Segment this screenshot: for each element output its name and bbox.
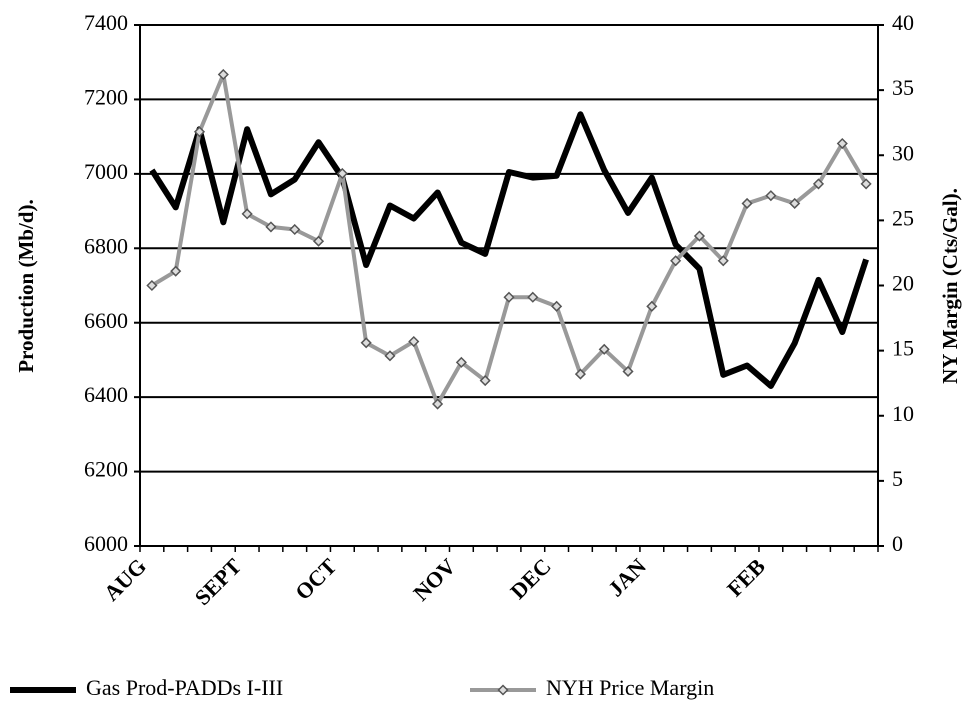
- y2-tick-label: 35: [892, 75, 914, 100]
- point-marker: [265, 221, 277, 233]
- x-tick-label: AUG: [99, 553, 151, 605]
- x-tick-label: DEC: [505, 553, 556, 604]
- y2-tick-label: 40: [892, 10, 914, 35]
- y2-tick-label: 0: [892, 531, 903, 556]
- point-marker: [551, 300, 563, 312]
- y-tick-label: 7200: [84, 84, 128, 109]
- point-marker: [503, 291, 515, 303]
- legend-label: Gas Prod-PADDs I-III: [86, 675, 283, 700]
- y-tick-label: 6400: [84, 382, 128, 407]
- series-line: [150, 72, 868, 407]
- y-tick-label: 6800: [84, 233, 128, 258]
- point-marker: [432, 398, 444, 410]
- series-line: [149, 111, 869, 389]
- point-marker: [598, 343, 610, 355]
- point-marker: [789, 197, 801, 210]
- x-tick-label: FEB: [722, 553, 770, 601]
- legend-marker: [497, 684, 509, 696]
- point-marker: [384, 350, 396, 362]
- y-tick-label: 6600: [84, 308, 128, 333]
- y-tick-label: 7400: [84, 10, 128, 35]
- y2-tick-label: 20: [892, 271, 914, 296]
- point-marker: [170, 265, 182, 277]
- point-marker: [241, 208, 253, 220]
- y2-tick-label: 10: [892, 401, 914, 426]
- y2-tick-label: 5: [892, 466, 903, 491]
- y2-tick-label: 25: [892, 205, 914, 230]
- point-marker: [312, 235, 325, 247]
- point-marker: [479, 375, 491, 387]
- point-marker: [670, 255, 682, 267]
- y2-tick-label: 15: [892, 336, 914, 361]
- point-marker: [836, 137, 848, 150]
- x-tick-label: NOV: [408, 553, 460, 605]
- y-axis-title: Production (Mb/d).: [14, 199, 38, 372]
- point-marker: [455, 356, 467, 368]
- point-marker: [646, 300, 658, 312]
- point-marker: [860, 178, 872, 190]
- point-marker: [336, 167, 348, 180]
- y-tick-label: 7000: [84, 159, 128, 184]
- point-marker: [622, 365, 634, 378]
- y-tick-label: 6000: [84, 531, 128, 556]
- point-marker: [289, 223, 301, 236]
- point-marker: [193, 126, 206, 138]
- point-marker: [693, 230, 706, 242]
- point-marker: [741, 197, 753, 210]
- x-tick-label: JAN: [603, 553, 651, 601]
- y2-tick-label: 30: [892, 140, 914, 165]
- y-tick-label: 6200: [84, 457, 128, 482]
- point-marker: [408, 335, 420, 348]
- point-marker: [717, 255, 729, 267]
- point-marker: [574, 368, 586, 380]
- x-tick-label: SEPT: [190, 553, 247, 610]
- point-marker: [360, 337, 372, 349]
- point-marker: [146, 279, 158, 292]
- x-tick-label: OCT: [290, 553, 342, 605]
- point-marker: [765, 190, 777, 202]
- y2-axis-title: NY Margin (Cts/Gal).: [938, 188, 962, 384]
- point-marker: [812, 178, 825, 190]
- legend-label: NYH Price Margin: [546, 675, 714, 700]
- point-marker: [527, 291, 539, 303]
- point-marker: [217, 68, 229, 81]
